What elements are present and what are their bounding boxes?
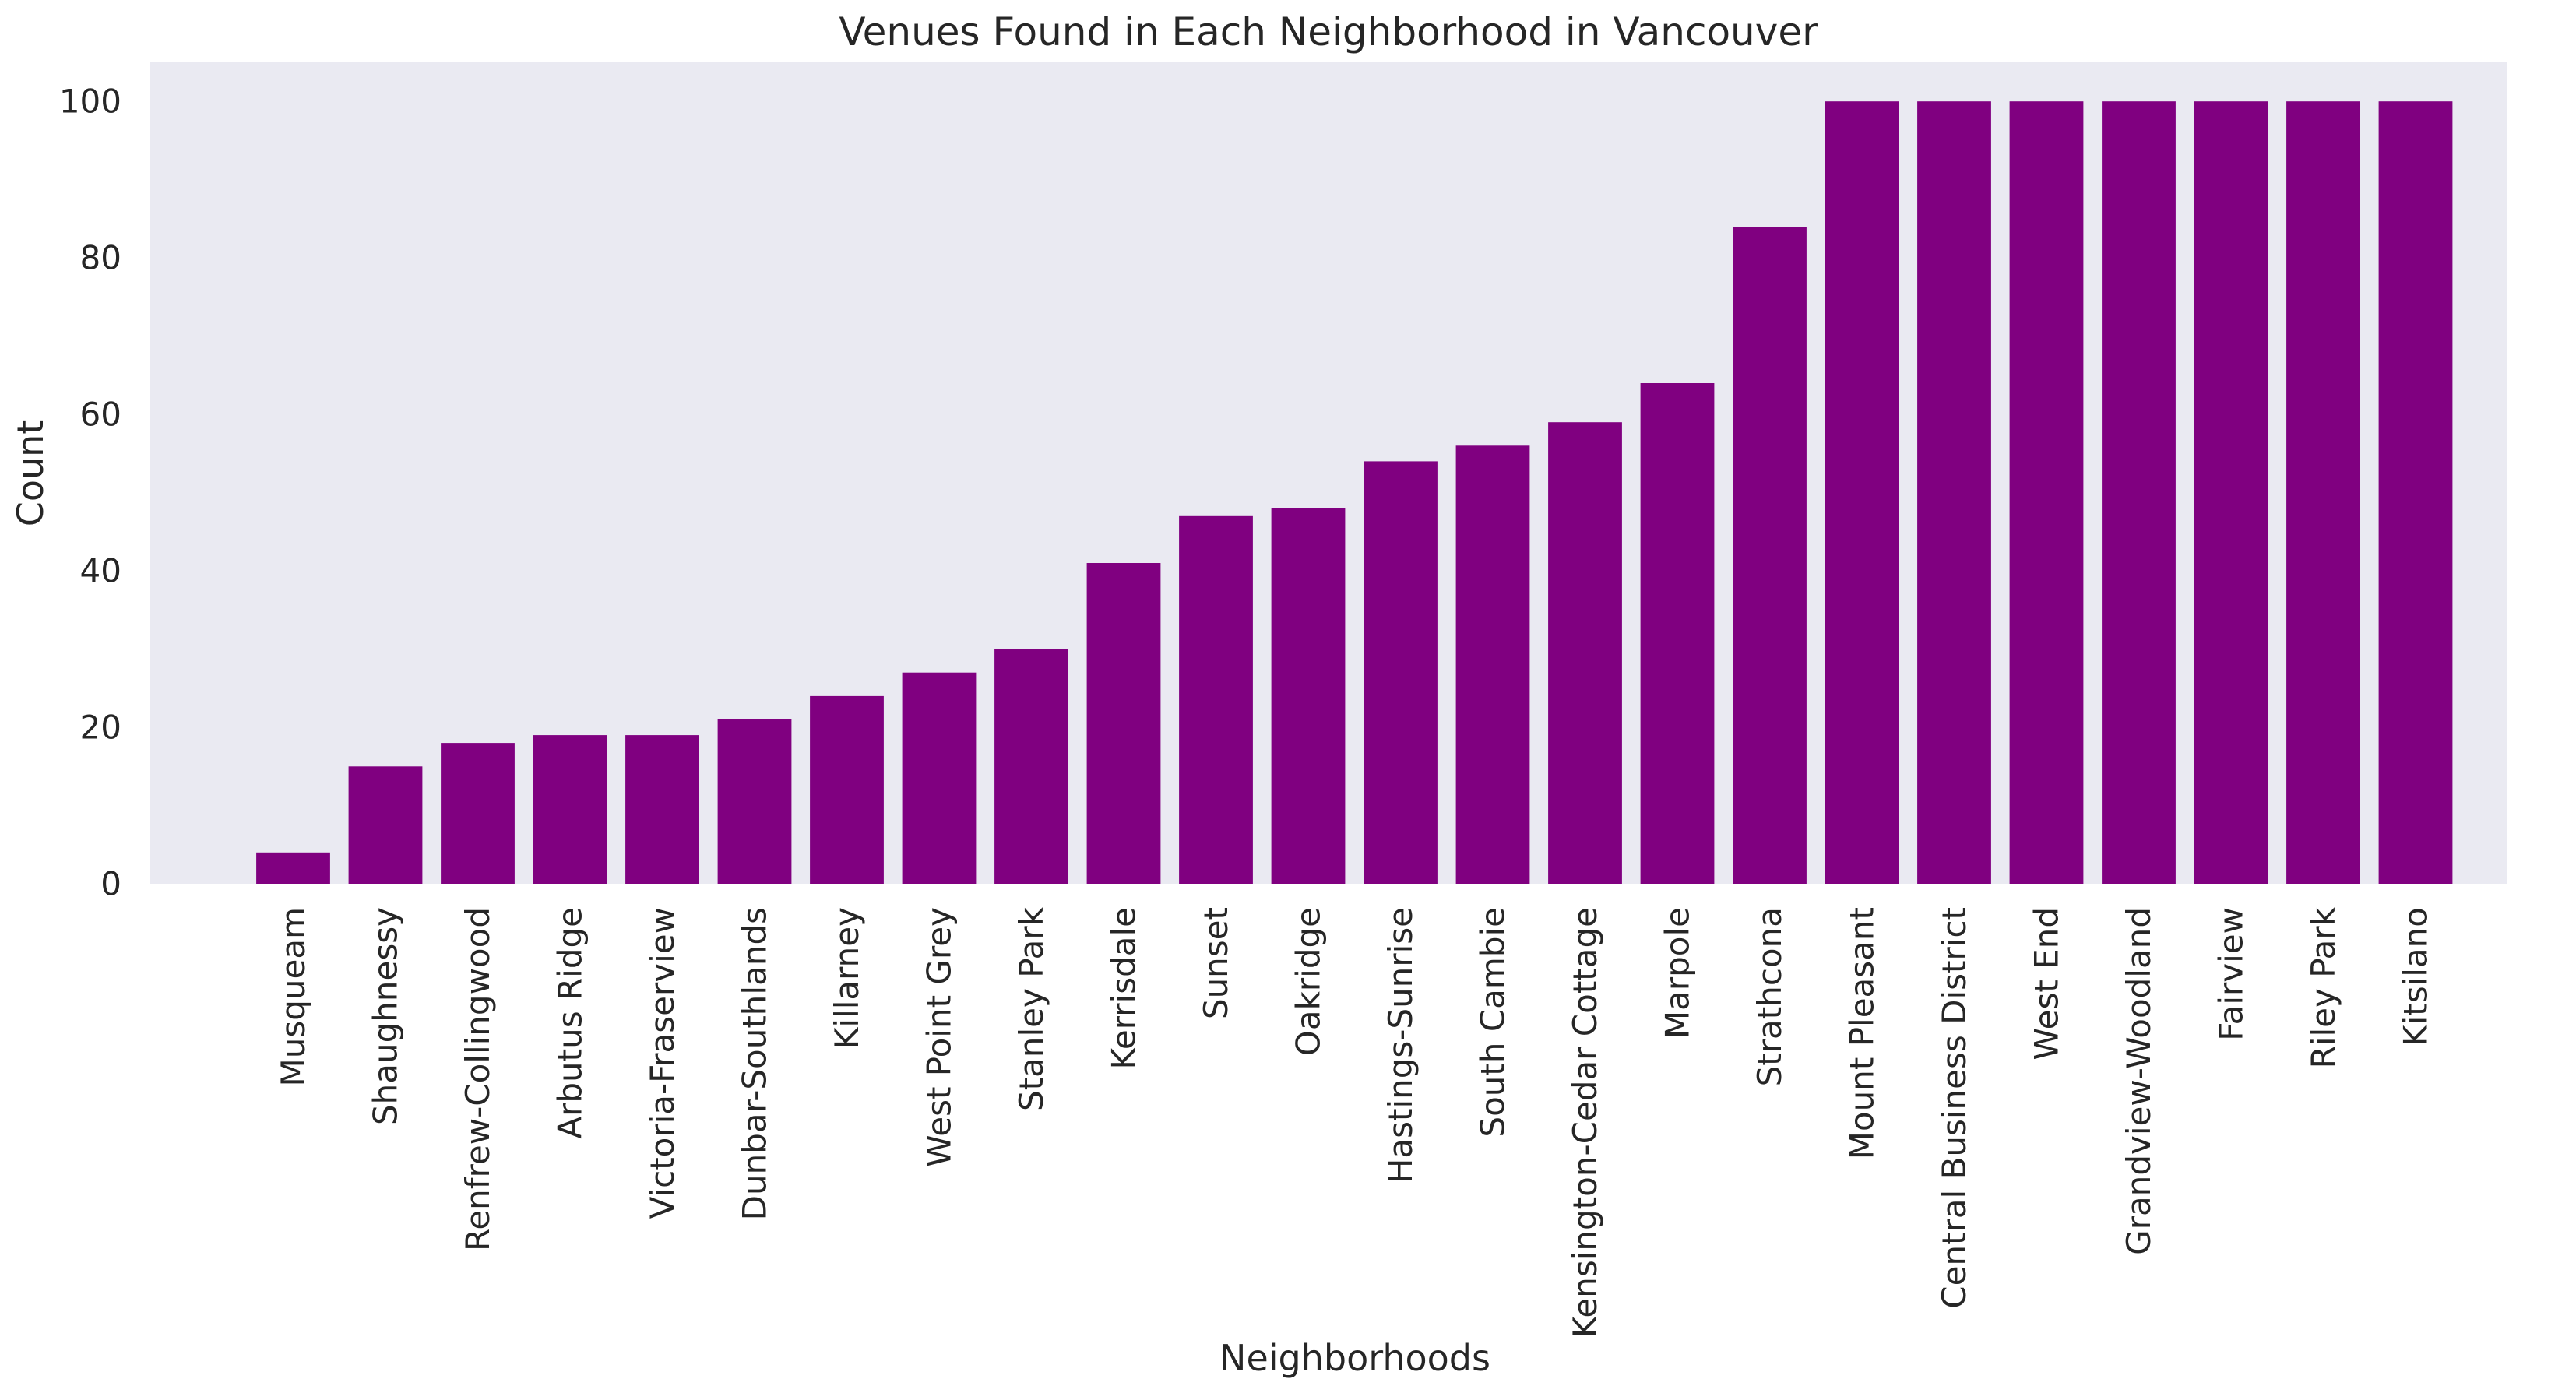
bar-central-business-district (1917, 101, 1991, 884)
x-tick-label: Fairview (2212, 907, 2250, 1041)
x-tick-label: Grandview-Woodland (2120, 907, 2158, 1255)
x-tick-label: Dunbar-Southlands (736, 907, 774, 1220)
chart-title: Venues Found in Each Neighborhood in Van… (839, 9, 1818, 55)
bar-strathcona (1733, 227, 1807, 884)
x-tick-label: South Cambie (1474, 907, 1512, 1138)
x-tick-label: Renfrew-Collingwood (459, 907, 497, 1251)
x-tick-label: Kitsilano (2397, 907, 2435, 1047)
x-tick-label: West Point Grey (920, 907, 959, 1167)
x-tick-label: Arbutus Ridge (551, 907, 589, 1139)
x-tick-label: Kerrisdale (1105, 907, 1143, 1070)
bar-dunbar-southlands (717, 719, 792, 884)
bar-hastings-sunrise (1364, 461, 1438, 884)
bar-kensington-cedar-cottage (1548, 422, 1622, 884)
bar-kitsilano (2378, 101, 2453, 884)
bar-kerrisdale (1086, 563, 1161, 884)
x-tick-label: Strathcona (1751, 907, 1789, 1086)
y-tick-label: 20 (80, 709, 121, 747)
bar-grandview-woodland (2102, 101, 2176, 884)
x-tick-label: Marpole (1659, 907, 1697, 1039)
x-tick-label: West End (2028, 907, 2066, 1060)
bar-renfrew-collingwood (441, 743, 515, 884)
x-tick-label: Musqueam (274, 907, 312, 1087)
y-tick-label: 40 (80, 552, 121, 590)
bar-marpole (1640, 383, 1715, 884)
bar-musqueam (256, 852, 330, 884)
y-tick-label: 80 (80, 239, 121, 277)
x-tick-label: Hastings-Sunrise (1381, 907, 1420, 1183)
y-tick-label: 100 (59, 83, 121, 121)
x-tick-label: Sunset (1197, 907, 1235, 1019)
bar-victoria-fraserview (625, 735, 699, 884)
x-tick-label: Stanley Park (1012, 906, 1050, 1111)
y-tick-labels: 0 20 40 60 80 100 (59, 83, 121, 903)
y-axis-label: Count (9, 420, 51, 527)
bar-sunset (1179, 515, 1253, 884)
bars-group (256, 101, 2453, 884)
bar-mount-pleasant (1825, 101, 1899, 884)
bar-arbutus-ridge (533, 735, 607, 884)
y-tick-label: 0 (100, 865, 121, 903)
bar-west-point-grey (902, 672, 977, 884)
bar-south-cambie (1455, 445, 1530, 884)
bar-oakridge (1271, 508, 1346, 884)
x-tick-label: Killarney (828, 907, 866, 1049)
x-tick-label: Central Business District (1935, 907, 1973, 1309)
x-tick-label: Mount Pleasant (1843, 907, 1881, 1159)
x-tick-label: Oakridge (1290, 907, 1328, 1056)
x-tick-label: Shaughnessy (367, 907, 405, 1125)
x-axis-label: Neighborhoods (1219, 1337, 1490, 1379)
x-tick-label: Riley Park (2304, 906, 2342, 1068)
bar-stanley-park (994, 649, 1068, 884)
bar-riley-park (2286, 101, 2360, 884)
bar-west-end (2009, 101, 2084, 884)
y-tick-label: 60 (80, 396, 121, 434)
x-tick-labels: Musqueam Shaughnessy Renfrew-Collingwood Ar… (274, 906, 2435, 1338)
bar-killarney (810, 695, 884, 884)
x-tick-label: Victoria-Fraserview (643, 907, 681, 1219)
bar-shaughnessy (348, 766, 423, 884)
bar-fairview (2194, 101, 2268, 884)
x-tick-label: Kensington-Cedar Cottage (1566, 907, 1604, 1338)
